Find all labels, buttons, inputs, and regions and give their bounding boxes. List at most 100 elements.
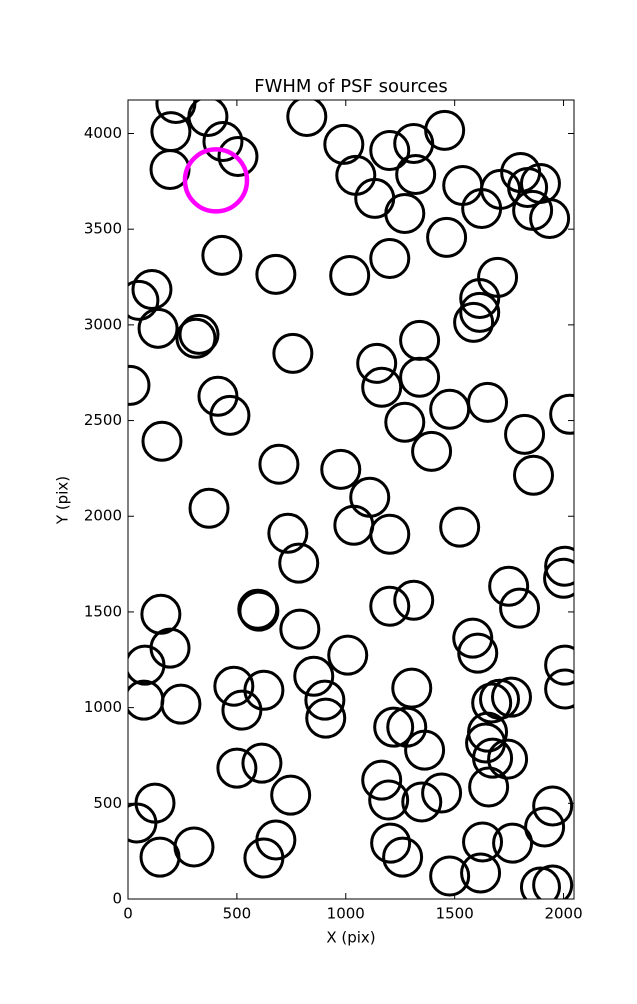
source-circle: [270, 774, 312, 816]
source-circle: [369, 513, 411, 555]
x-tick-label: 2000: [544, 905, 582, 923]
source-circle: [368, 779, 410, 821]
source-circle: [471, 682, 513, 724]
source-circle: [459, 291, 501, 333]
source-circle: [411, 430, 453, 472]
source-circle: [391, 667, 433, 709]
x-tick-label: 1500: [436, 905, 474, 923]
source-circle: [384, 192, 426, 234]
source-circle: [361, 759, 403, 801]
source-circle: [442, 165, 484, 207]
source-circle: [128, 679, 165, 721]
source-circle: [532, 864, 574, 899]
source-circle: [137, 307, 179, 349]
source-circle: [439, 506, 481, 548]
source-circle: [429, 855, 471, 897]
source-circle: [373, 706, 415, 748]
y-axis-label: Y (pix): [54, 476, 72, 525]
source-circle: [370, 822, 412, 864]
axes-frame: [127, 99, 575, 900]
source-circle: [467, 381, 509, 423]
source-circle: [178, 313, 220, 355]
y-tick-label: 0: [112, 890, 122, 908]
source-circle: [393, 579, 435, 621]
source-circle: [140, 593, 182, 635]
source-circle: [209, 394, 251, 436]
source-circle: [202, 121, 244, 163]
source-circle: [327, 634, 369, 676]
source-circle: [512, 454, 554, 496]
source-circle: [543, 557, 574, 599]
source-circle: [286, 100, 328, 137]
source-circle: [258, 443, 300, 485]
source-circle: [238, 590, 280, 632]
source-circle: [453, 301, 495, 343]
source-circle: [255, 253, 297, 295]
source-circle: [267, 512, 309, 554]
source-circle: [529, 197, 571, 239]
source-circle: [128, 802, 158, 844]
source-circle: [369, 237, 411, 279]
source-circle: [457, 632, 499, 674]
source-circle: [188, 487, 230, 529]
source-circle: [304, 679, 346, 721]
source-circle: [335, 154, 377, 196]
source-circle: [462, 821, 504, 863]
source-circle: [305, 697, 347, 739]
source-circle: [384, 401, 426, 443]
x-tick-label: 0: [123, 905, 133, 923]
y-tick-label: 3000: [84, 315, 122, 333]
source-circle: [243, 837, 285, 879]
source-circle: [421, 772, 463, 814]
source-circle: [424, 109, 466, 151]
source-circle: [128, 279, 160, 321]
source-circle: [149, 627, 191, 669]
source-circle: [544, 545, 574, 587]
source-circle: [532, 785, 574, 827]
source-circle: [320, 448, 362, 490]
y-tick-label: 3500: [84, 220, 122, 238]
source-circle: [272, 332, 314, 374]
source-circle: [150, 111, 192, 153]
source-circle: [401, 781, 443, 823]
y-tick-label: 1000: [84, 698, 122, 716]
source-circle: [369, 585, 411, 627]
source-circle: [243, 669, 285, 711]
source-circle: [524, 806, 566, 848]
source-circle: [369, 130, 411, 172]
source-circle: [382, 836, 424, 878]
source-circle: [213, 665, 255, 707]
source-circle: [216, 747, 258, 789]
source-circle: [131, 268, 173, 310]
source-circle: [354, 177, 396, 219]
source-circle: [468, 766, 510, 808]
source-circle: [279, 608, 321, 650]
source-circle: [399, 319, 441, 361]
source-circle: [504, 413, 546, 455]
source-circle: [356, 342, 398, 384]
source-circle: [141, 420, 183, 462]
source-circle: [349, 476, 391, 518]
source-circle: [293, 655, 335, 697]
source-circle: [160, 683, 202, 725]
source-circle: [549, 393, 574, 435]
source-circle: [201, 234, 243, 276]
source-circle: [460, 852, 502, 894]
source-circle: [472, 737, 514, 779]
y-tick-label: 500: [93, 794, 122, 812]
source-circle: [459, 277, 501, 319]
source-circle: [399, 356, 441, 398]
plot-area: [128, 100, 574, 899]
source-circle: [173, 826, 215, 868]
source-circle: [499, 587, 541, 629]
y-tick-label: 2500: [84, 411, 122, 429]
source-circle: [333, 504, 375, 546]
source-circle: [429, 388, 471, 430]
source-circle: [488, 565, 530, 607]
source-circle: [361, 366, 403, 408]
source-circle: [544, 644, 574, 686]
source-circle: [128, 644, 166, 686]
source-circle: [221, 689, 263, 731]
source-circle: [492, 822, 534, 864]
